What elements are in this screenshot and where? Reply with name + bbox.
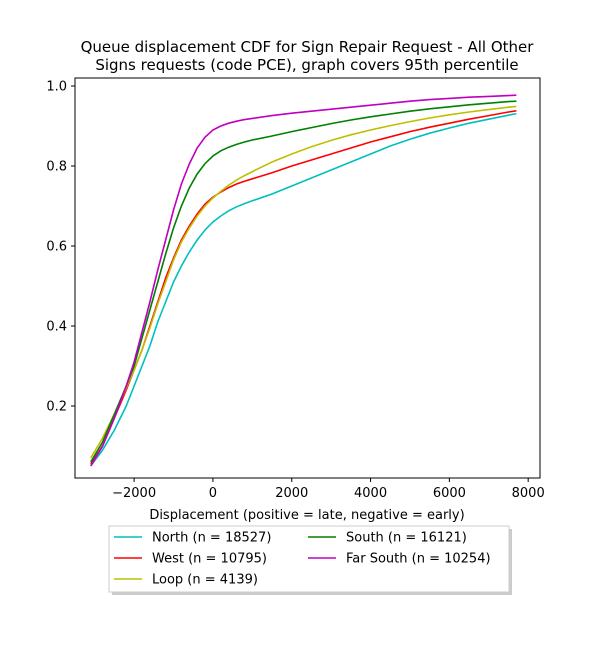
y-tick-label: 1.0 xyxy=(46,80,67,95)
series-line-1 xyxy=(90,110,517,465)
series-line-4 xyxy=(90,94,517,467)
legend-label: West (n = 10795) xyxy=(152,552,267,567)
series-line-3 xyxy=(90,100,517,463)
plot-area-frame xyxy=(74,77,541,479)
legend-label: Loop (n = 4139) xyxy=(152,573,258,588)
legend: North (n = 18527) West (n = 10795) Loop (n… xyxy=(108,525,512,595)
legend-item-3: South (n = 16121) xyxy=(308,531,467,546)
y-tick-label: 0.6 xyxy=(46,240,67,255)
y-tick-label: 0.8 xyxy=(46,160,67,175)
chart-title-line-1: Queue displacement CDF for Sign Repair R… xyxy=(81,38,535,56)
legend-item-1: West (n = 10795) xyxy=(114,552,267,567)
y-axis: 0.2 0.4 0.6 0.8 1.0 xyxy=(46,80,75,415)
x-tick-label: −2000 xyxy=(112,486,156,501)
legend-item-4: Far South (n = 10254) xyxy=(308,552,491,567)
x-tick-label: 6000 xyxy=(433,486,466,501)
series-line-0 xyxy=(90,112,517,467)
series-layer xyxy=(90,94,517,467)
legend-label: South (n = 16121) xyxy=(346,531,467,546)
x-tick-label: 2000 xyxy=(275,486,308,501)
x-tick-label: 4000 xyxy=(354,486,387,501)
x-tick-label: 8000 xyxy=(512,486,545,501)
legend-item-2: Loop (n = 4139) xyxy=(114,573,258,588)
legend-item-0: North (n = 18527) xyxy=(114,531,271,546)
x-axis-label: Displacement (positive = late, negative … xyxy=(149,508,464,523)
y-tick-label: 0.2 xyxy=(46,400,67,415)
x-tick-label: 0 xyxy=(209,486,217,501)
y-tick-label: 0.4 xyxy=(46,320,67,335)
x-axis: −2000 0 2000 4000 6000 8000 xyxy=(112,478,545,501)
legend-label: Far South (n = 10254) xyxy=(346,552,491,567)
series-line-2 xyxy=(90,105,517,459)
chart-title-line-2: Signs requests (code PCE), graph covers … xyxy=(95,56,518,74)
chart-title: Queue displacement CDF for Sign Repair R… xyxy=(81,38,535,74)
legend-label: North (n = 18527) xyxy=(152,531,271,546)
